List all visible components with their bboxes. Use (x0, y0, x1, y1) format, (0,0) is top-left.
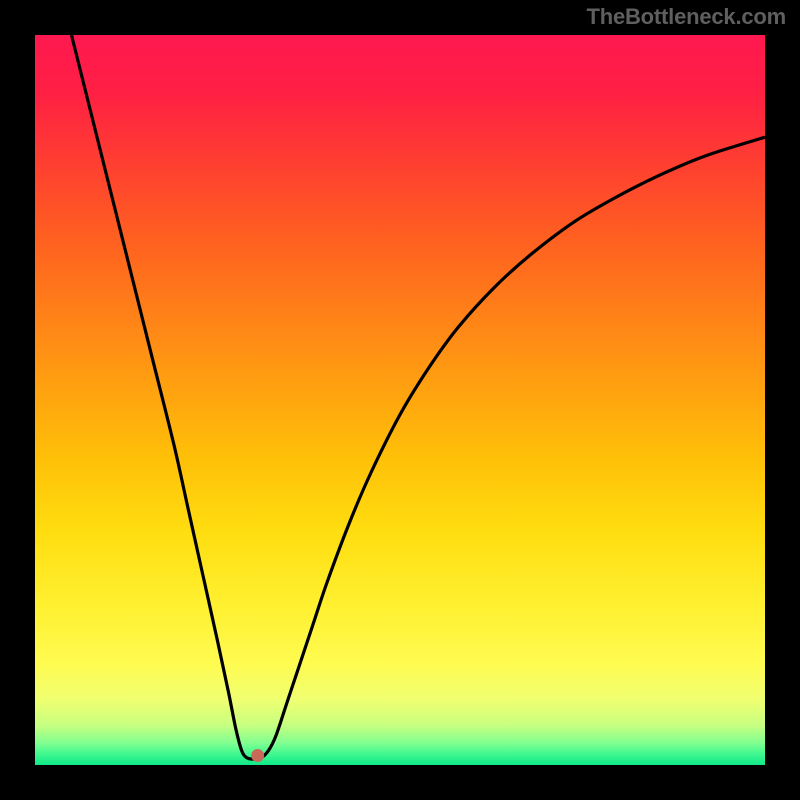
chart-curve-layer (35, 35, 765, 765)
optimal-point-marker (251, 749, 264, 762)
bottleneck-chart (35, 35, 765, 765)
bottleneck-curve (72, 35, 766, 759)
attribution-text: TheBottleneck.com (586, 4, 786, 30)
